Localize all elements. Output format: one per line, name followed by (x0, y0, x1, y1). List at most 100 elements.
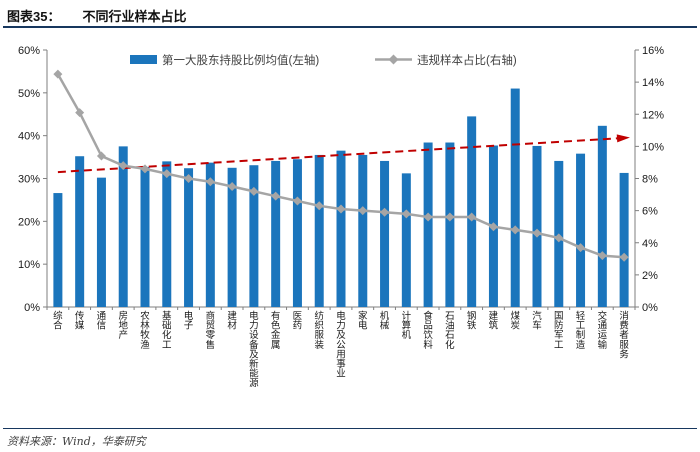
bar-通信 (96, 177, 106, 307)
right-axis-tick-label: 16% (642, 45, 664, 57)
right-axis-tick-label: 8% (642, 174, 658, 186)
x-axis-label-有色金属: 有色金属 (271, 310, 281, 351)
line-point-汽车 (532, 228, 542, 238)
left-axis-tick-label: 30% (18, 174, 40, 186)
bar-煤炭 (510, 88, 520, 307)
trend-arrow-head (616, 134, 630, 143)
footer-divider (3, 428, 697, 429)
bar-农林牧渔 (140, 166, 150, 307)
bar-汽车 (532, 145, 542, 307)
x-axis-label-计算机: 计算机 (402, 310, 412, 341)
line-point-建材 (227, 182, 237, 192)
line-point-农林牧渔 (140, 164, 150, 174)
bar-有色金属 (271, 160, 281, 307)
legend-line-marker-icon (388, 54, 399, 65)
bar-计算机 (401, 173, 411, 307)
bar-钢铁 (467, 116, 477, 308)
line-point-电子 (184, 174, 194, 183)
line-point-交通运输 (597, 251, 607, 261)
right-axis-tick-label: 0% (642, 302, 658, 314)
legend-line-label: 违规样本占比(右轴) (417, 53, 517, 67)
bar-消费者服务 (619, 172, 629, 307)
bar-医药 (292, 159, 302, 307)
x-axis-label-传媒: 传媒 (75, 310, 85, 332)
x-axis-label-机械: 机械 (380, 310, 390, 332)
x-axis-label-消费者服务: 消费者服务 (619, 310, 629, 360)
bar-传媒 (75, 156, 85, 307)
x-axis-label-石油石化: 石油石化 (445, 311, 455, 351)
bar-综合 (53, 193, 63, 307)
title-divider (3, 26, 697, 28)
line-point-机械 (380, 207, 390, 217)
bar-商贸零售 (205, 162, 215, 307)
left-axis-tick-label: 0% (24, 302, 40, 314)
x-axis-label-商贸零售: 商贸零售 (206, 310, 216, 351)
x-axis-label-汽车: 汽车 (532, 310, 542, 332)
x-axis-label-家电: 家电 (358, 310, 368, 332)
bar-电力设备及新能源 (249, 165, 259, 307)
right-axis-tick-label: 10% (642, 141, 664, 153)
x-axis-label-医药: 医药 (293, 311, 303, 332)
x-axis-label-国防军工: 国防军工 (554, 311, 564, 351)
bar-家电 (358, 154, 368, 307)
x-axis-label-钢铁: 钢铁 (467, 310, 477, 332)
line-point-基础化工 (162, 169, 172, 179)
line-point-传媒 (75, 108, 85, 118)
bar-电子 (184, 168, 194, 307)
bar-轻工制造 (576, 153, 586, 307)
left-axis-tick-label: 20% (18, 216, 40, 228)
right-axis-tick-label: 2% (642, 270, 658, 282)
x-axis-label-纺织服装: 纺织服装 (314, 310, 324, 351)
chart-area: 0% 10% 20% 30% 40% 50% 60% 0% 2% 4% 6% 8% 10% 12% 14% 1… (0, 28, 700, 424)
line-point-钢铁 (467, 212, 477, 222)
line-point-轻工制造 (576, 243, 586, 253)
line-point-煤炭 (510, 225, 520, 235)
source-note: 资料来源：Wind，华泰研究 (7, 435, 146, 448)
bar-交通运输 (597, 125, 607, 307)
right-axis-tick-label: 14% (642, 77, 664, 89)
line-point-综合 (53, 69, 63, 79)
right-axis-tick-label: 4% (642, 238, 658, 250)
line-point-电力及公用事业 (336, 204, 346, 214)
left-axis-tick-label: 60% (18, 45, 40, 57)
x-axis-label-轻工制造: 轻工制造 (576, 310, 586, 351)
line-point-商贸零售 (205, 177, 215, 187)
x-axis-label-电子: 电子 (184, 310, 194, 332)
left-axis-tick-label: 50% (18, 88, 40, 100)
line-point-消费者服务 (619, 252, 629, 262)
right-axis-tick-label: 12% (642, 109, 664, 121)
x-axis-label-建筑: 建筑 (489, 310, 499, 332)
bar-食品饮料 (423, 142, 433, 307)
page-title: 不同行业样本占比 (82, 9, 187, 24)
x-axis-label-房地产: 房地产 (118, 310, 128, 341)
bar-石油石化 (445, 142, 455, 307)
line-point-电力设备及新能源 (249, 186, 259, 196)
bar-纺织服装 (314, 154, 324, 307)
line-point-有色金属 (271, 191, 281, 201)
chart-header: 图表35： 不同行业样本占比 (7, 6, 693, 25)
x-axis-label-基础化工: 基础化工 (162, 310, 172, 351)
x-axis-label-农林牧渔: 农林牧渔 (140, 310, 150, 351)
dual-axis-chart: 0% 10% 20% 30% 40% 50% 60% 0% 2% 4% 6% 8% 10% 12% 14% 1… (18, 45, 664, 389)
legend-bar-swatch (130, 55, 157, 64)
x-axis-label-通信: 通信 (97, 311, 107, 332)
line-point-纺织服装 (314, 201, 324, 211)
x-axis-label-煤炭: 煤炭 (510, 310, 520, 332)
bar-机械 (380, 160, 390, 307)
trend-dashed-line (57, 137, 618, 174)
line-point-石油石化 (445, 212, 455, 222)
line-point-房地产 (118, 161, 128, 171)
line-point-国防军工 (554, 233, 564, 243)
line-point-医药 (292, 196, 302, 206)
x-axis-label-电力及公用事业: 电力及公用事业 (336, 310, 346, 380)
line-point-通信 (96, 151, 106, 161)
legend-bar-label: 第一大股东持股比例均值(左轴) (162, 53, 319, 67)
bar-建材 (227, 167, 237, 307)
right-axis-tick-label: 6% (642, 206, 658, 218)
x-axis-label-交通运输: 交通运输 (598, 310, 608, 351)
left-axis-tick-label: 40% (18, 131, 40, 143)
line-point-建筑 (488, 222, 498, 232)
line-point-食品饮料 (423, 212, 433, 222)
x-axis-label-建材: 建材 (227, 310, 237, 332)
